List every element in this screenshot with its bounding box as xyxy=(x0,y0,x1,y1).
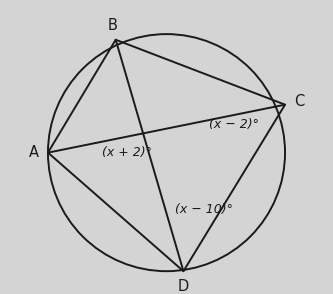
Text: B: B xyxy=(108,18,118,33)
Text: (x − 2)°: (x − 2)° xyxy=(209,118,259,131)
Text: D: D xyxy=(178,279,189,294)
Text: (x − 10)°: (x − 10)° xyxy=(175,203,233,216)
Text: A: A xyxy=(29,145,39,160)
Text: C: C xyxy=(294,94,304,109)
Text: (x + 2)°: (x + 2)° xyxy=(102,146,152,159)
